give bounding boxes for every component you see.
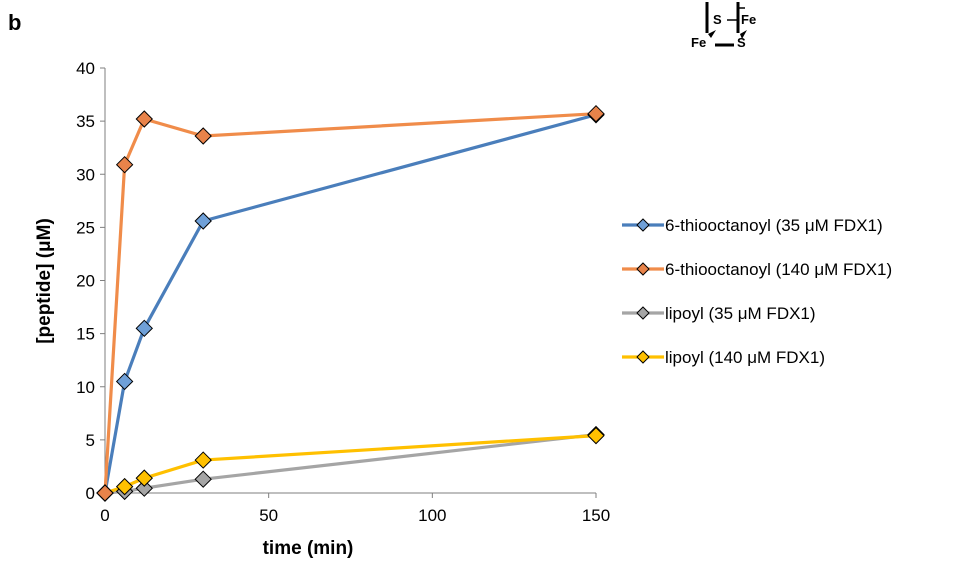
- structure-label-s1: S: [713, 12, 722, 27]
- legend-label: 6-thiooctanoyl (140 μM FDX1): [665, 260, 892, 279]
- series-1-point: [194, 212, 212, 230]
- y-tick-label: 20: [76, 272, 95, 291]
- y-tick-label: 15: [76, 325, 95, 344]
- structure-label-fe2: Fe: [691, 35, 706, 50]
- x-tick-label: 0: [100, 506, 109, 525]
- structure-label-fe1: Fe: [741, 12, 756, 27]
- series-3-point: [135, 479, 153, 497]
- series-1-point: [115, 372, 134, 391]
- y-tick-label: 25: [76, 218, 95, 237]
- series-line-2: [103, 112, 597, 494]
- panel-label: b: [8, 10, 22, 35]
- structure-label-s2: S: [737, 35, 746, 50]
- series-4-point: [115, 477, 134, 496]
- y-ticks: 0 5 10 15 20 25 30 35 40: [76, 59, 105, 503]
- plot-area: 0 5 10 15 20 25 30 35 40 0 50 100 150: [76, 59, 610, 525]
- legend: 6-thiooctanoyl (35 μM FDX1) 6-thiooctanoy…: [622, 216, 892, 367]
- series-2-point: [135, 110, 153, 128]
- y-tick-label: 10: [76, 378, 95, 397]
- series-1-point: [135, 319, 153, 338]
- series-4-point: [587, 426, 605, 445]
- y-tick-label: 5: [86, 431, 95, 450]
- y-tick-label: 40: [76, 59, 95, 78]
- legend-label: lipoyl (35 μM FDX1): [665, 304, 816, 323]
- x-tick-label: 100: [418, 506, 446, 525]
- legend-swatch-marker: [636, 218, 650, 232]
- series-2-point: [194, 127, 212, 145]
- series-line-1: [103, 113, 597, 494]
- series-lines: [103, 112, 597, 495]
- series-2-point: [96, 484, 114, 502]
- y-tick-label: 30: [76, 165, 95, 184]
- legend-swatch-marker: [636, 262, 650, 276]
- x-axis-title: time (min): [263, 538, 354, 559]
- series-4-point: [194, 451, 212, 469]
- y-axis-title: [peptide] (μM): [34, 218, 55, 344]
- structure-arrow: [740, 30, 747, 39]
- y-tick-label: 35: [76, 112, 95, 131]
- structure-arrow: [708, 30, 716, 38]
- series-4-point: [135, 469, 153, 487]
- legend-label: 6-thiooctanoyl (35 μM FDX1): [665, 216, 883, 235]
- y-tick-label: 0: [86, 484, 95, 503]
- legend-label: lipoyl (140 μM FDX1): [665, 348, 825, 367]
- legend-swatch-marker: [636, 350, 650, 364]
- fe-s-structure: S Fe Fe S: [691, 2, 756, 50]
- x-tick-label: 150: [582, 506, 610, 525]
- series-2-point: [587, 104, 605, 123]
- series-2-point: [115, 155, 134, 174]
- series-3-point: [194, 470, 212, 488]
- x-tick-label: 50: [259, 506, 278, 525]
- x-ticks: 0 50 100 150: [100, 493, 610, 525]
- series-line-3: [104, 432, 597, 495]
- series-markers: [96, 104, 605, 502]
- legend-swatch-marker: [636, 306, 650, 320]
